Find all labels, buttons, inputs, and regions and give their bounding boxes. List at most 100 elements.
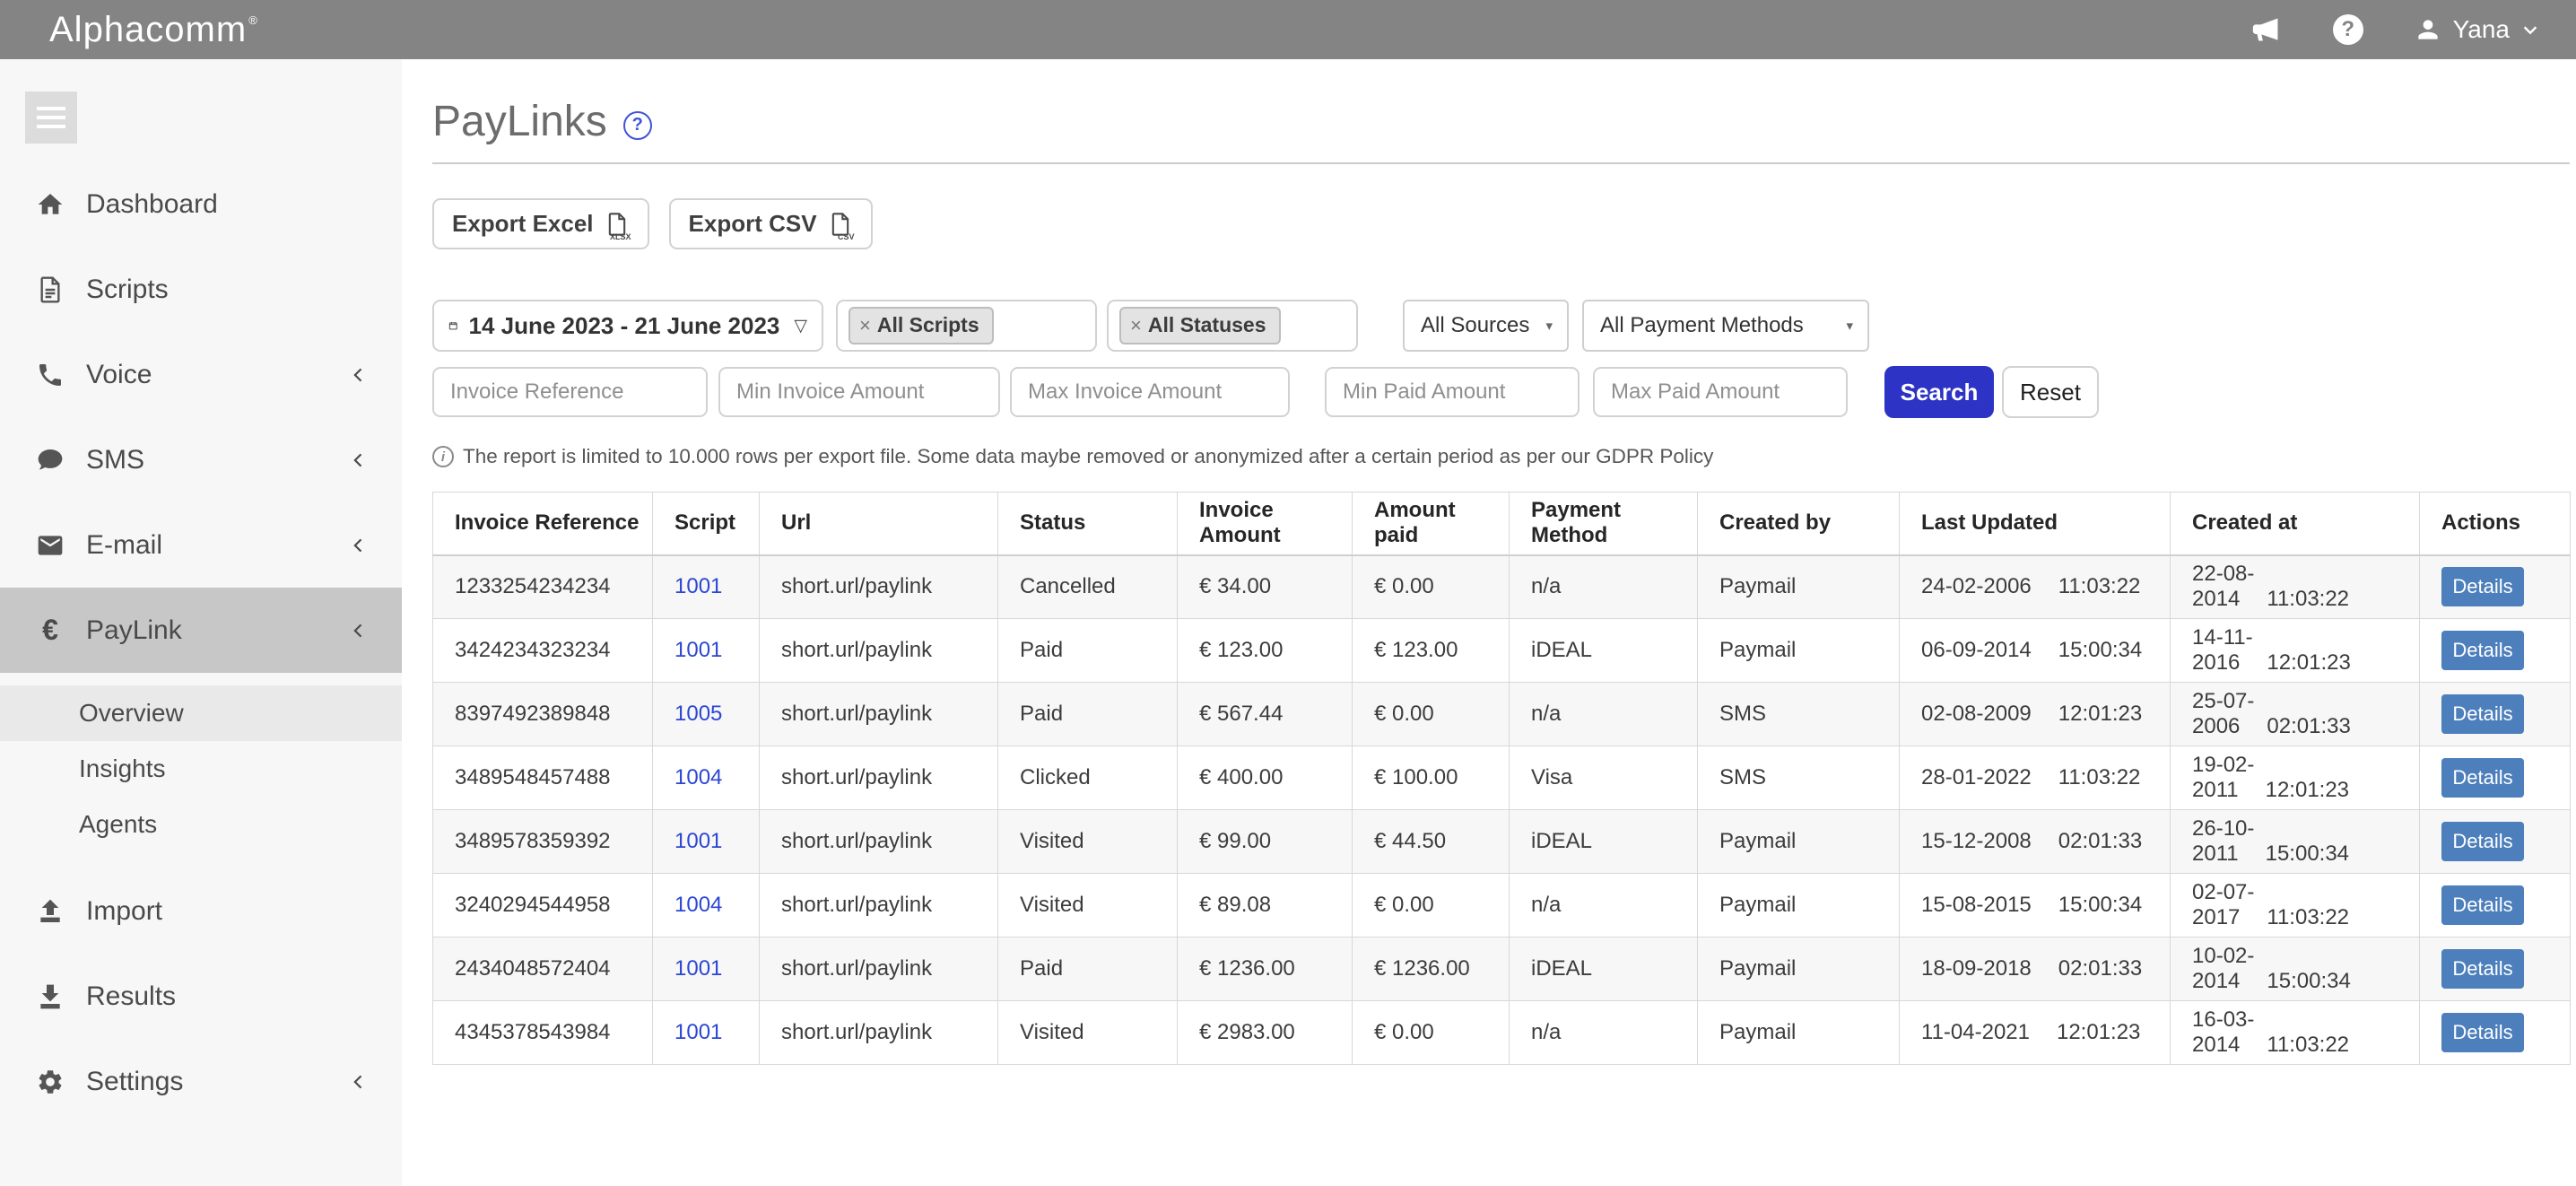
details-button[interactable]: Details: [2441, 694, 2524, 734]
cell-status: Cancelled: [997, 554, 1178, 619]
cell-created-by: SMS: [1697, 746, 1900, 810]
statuses-filter[interactable]: × All Statuses: [1107, 300, 1358, 352]
sidebar-item-dashboard[interactable]: Dashboard: [0, 161, 402, 247]
payment-methods-dropdown[interactable]: All Payment Methods ▾: [1582, 300, 1869, 352]
details-button[interactable]: Details: [2441, 885, 2524, 925]
tag-close-icon[interactable]: ×: [1130, 313, 1142, 336]
help-icon[interactable]: ?: [2332, 14, 2363, 45]
time-value: 15:00:34: [2267, 969, 2351, 993]
sidebar-item-email[interactable]: E-mail: [0, 502, 402, 588]
cell-created-at: 22-08-2014 11:03:22: [2170, 554, 2420, 619]
time-value: 02:01:33: [2058, 829, 2143, 853]
sidebar-item-scripts[interactable]: Scripts: [0, 247, 402, 332]
date-value: 02-08-2009: [1921, 702, 2032, 726]
column-header-status: Status: [997, 492, 1178, 556]
sidebar-item-label: E-mail: [86, 529, 163, 560]
export-csv-button[interactable]: Export CSV CSV: [668, 198, 873, 249]
chevron-left-icon: [353, 538, 362, 552]
cell-last-updated: 06-09-2014 15:00:34: [1899, 618, 2171, 683]
sources-dropdown[interactable]: All Sources ▾: [1403, 300, 1569, 352]
details-button[interactable]: Details: [2441, 949, 2524, 989]
details-button[interactable]: Details: [2441, 567, 2524, 607]
info-note-text: The report is limited to 10.000 rows per…: [463, 445, 1714, 467]
invoice-reference-input[interactable]: [432, 367, 708, 417]
cell-amount-paid: € 0.00: [1352, 682, 1510, 746]
max-invoice-amount-input[interactable]: [1010, 367, 1290, 417]
time-value: 11:03:22: [2058, 765, 2141, 789]
cell-created-by: Paymail: [1697, 873, 1900, 937]
dropdown-triangle-icon: ▽: [794, 316, 807, 336]
euro-icon: €: [42, 614, 58, 646]
cell-invoice-reference: 3240294544958: [432, 873, 653, 937]
script-link[interactable]: 1004: [674, 765, 723, 789]
max-paid-amount-input[interactable]: [1593, 367, 1848, 417]
min-paid-amount-input[interactable]: [1325, 367, 1580, 417]
cell-actions: Details: [2419, 1000, 2571, 1065]
sidebar-subitem-agents[interactable]: Agents: [0, 797, 402, 852]
search-button[interactable]: Search: [1884, 366, 1994, 418]
script-link[interactable]: 1005: [674, 702, 723, 726]
cell-last-updated: 28-01-2022 11:03:22: [1899, 746, 2171, 810]
cell-created-by: Paymail: [1697, 809, 1900, 874]
scripts-filter-tag[interactable]: × All Scripts: [849, 307, 994, 344]
cell-last-updated: 02-08-2009 12:01:23: [1899, 682, 2171, 746]
cell-payment-method: n/a: [1509, 873, 1698, 937]
page-header: PayLinks ?: [432, 97, 2563, 146]
paylinks-table: Invoice Reference Script Url Status Invo…: [432, 492, 2571, 1065]
table-row: 1233254234234 1001 short.url/paylink Cancel…: [432, 554, 2571, 619]
details-button[interactable]: Details: [2441, 822, 2524, 861]
sidebar-item-label: SMS: [86, 444, 145, 475]
sidebar-subitem-insights[interactable]: Insights: [0, 741, 402, 797]
cell-invoice-reference: 3489578359392: [432, 809, 653, 874]
sidebar-item-settings[interactable]: Settings: [0, 1039, 402, 1124]
script-link[interactable]: 1001: [674, 638, 723, 662]
sidebar-item-label: PayLink: [86, 615, 182, 645]
user-menu[interactable]: Yana: [2414, 15, 2540, 44]
reset-button[interactable]: Reset: [2002, 366, 2099, 418]
sidebar-subitem-overview[interactable]: Overview: [0, 685, 402, 741]
cell-last-updated: 24-02-2006 11:03:22: [1899, 554, 2171, 619]
cell-script: 1001: [652, 809, 760, 874]
tag-close-icon[interactable]: ×: [859, 313, 871, 336]
statuses-filter-tag[interactable]: × All Statuses: [1119, 307, 1281, 344]
page-help-icon[interactable]: ?: [622, 110, 652, 140]
min-invoice-amount-input[interactable]: [718, 367, 1000, 417]
sidebar-toggle-button[interactable]: [25, 92, 77, 144]
date-value: 28-01-2022: [1921, 765, 2032, 789]
sidebar-item-results[interactable]: Results: [0, 954, 402, 1039]
cell-url: short.url/paylink: [759, 873, 998, 937]
user-icon: [2418, 20, 2438, 39]
scripts-filter[interactable]: × All Scripts: [836, 300, 1097, 352]
sidebar-item-voice[interactable]: Voice: [0, 332, 402, 417]
announcements-megaphone-icon[interactable]: [2249, 13, 2283, 47]
script-link[interactable]: 1001: [674, 956, 723, 981]
excel-file-icon: XLSX: [605, 211, 631, 241]
cell-actions: Details: [2419, 937, 2571, 1001]
script-link[interactable]: 1004: [674, 893, 723, 917]
script-link[interactable]: 1001: [674, 1020, 723, 1044]
date-value: 15-08-2015: [1921, 893, 2032, 917]
cell-payment-method: n/a: [1509, 554, 1698, 619]
cell-created-at: 02-07-2017 11:03:22: [2170, 873, 2420, 937]
column-header-url: Url: [759, 492, 998, 556]
cell-status: Visited: [997, 809, 1178, 874]
details-button[interactable]: Details: [2441, 1013, 2524, 1052]
cell-created-at: 14-11-2016 12:01:23: [2170, 618, 2420, 683]
cell-amount-paid: € 1236.00: [1352, 937, 1510, 1001]
date-range-picker[interactable]: 14 June 2023 - 21 June 2023 ▽: [432, 300, 823, 352]
cell-last-updated: 15-08-2015 15:00:34: [1899, 873, 2171, 937]
column-header-invoice-amount: Invoice Amount: [1177, 492, 1353, 556]
date-value: 15-12-2008: [1921, 829, 2032, 853]
details-button[interactable]: Details: [2441, 758, 2524, 798]
export-excel-button[interactable]: Export Excel XLSX: [432, 198, 649, 249]
sidebar-item-import[interactable]: Import: [0, 868, 402, 954]
script-link[interactable]: 1001: [674, 829, 723, 853]
sidebar-item-paylink[interactable]: € PayLink: [0, 588, 402, 673]
cell-invoice-amount: € 99.00: [1177, 809, 1353, 874]
time-value: 12:01:23: [2265, 778, 2350, 802]
table-row: 2434048572404 1001 short.url/paylink Paid € …: [432, 937, 2571, 1001]
sidebar-item-sms[interactable]: SMS: [0, 417, 402, 502]
sidebar-item-label: Results: [86, 981, 177, 1011]
details-button[interactable]: Details: [2441, 631, 2524, 670]
script-link[interactable]: 1001: [674, 574, 723, 599]
